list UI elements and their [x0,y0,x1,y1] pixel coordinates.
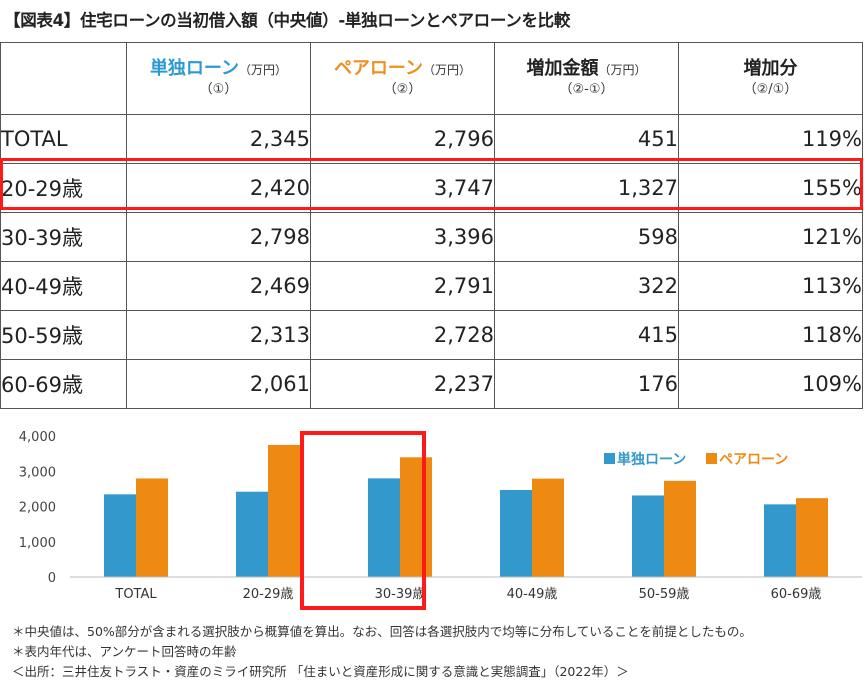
header-pair-loan: ペアローン（万円） （②） [310,42,495,115]
row-label: 60-69歳 [0,359,127,409]
bar-pair-loan [136,478,168,577]
x-tick-label: 30-39歳 [375,587,426,602]
cell-diff: 176 [494,359,679,409]
footnote: ＊表内年代は、アンケート回答時の年齢 [12,644,237,659]
bar-single-loan [236,491,268,577]
header-increase-amount: 増加金額（万円） （②-①） [494,42,679,115]
bar-single-loan [368,478,400,577]
cell-ratio: 118% [678,310,863,360]
footnote: ＜出所：三井住友トラスト・資産のミライ研究所 「住まいと資産形成に関する意識と実… [12,664,629,679]
y-tick-label: 4,000 [19,430,56,445]
cell-diff: 322 [494,261,679,311]
y-tick-label: 3,000 [19,465,56,480]
x-tick-label: 40-49歳 [507,587,558,602]
bar-single-loan [764,504,796,577]
header-corner [0,42,127,115]
cell-diff: 415 [494,310,679,360]
header-main: ペアローン [333,57,424,79]
header-unit: （万円） [239,62,288,77]
cell-ratio: 155% [678,163,863,213]
cell-single: 2,345 [126,114,311,164]
table-row: 30-39歳 2,798 3,396 598 121% [0,212,863,262]
bar-pair-loan [532,478,564,577]
cell-diff: 1,327 [494,163,679,213]
cell-pair: 2,728 [310,310,495,360]
cell-pair: 2,791 [310,261,495,311]
cell-single: 2,061 [126,359,311,409]
cell-single: 2,420 [126,163,311,213]
legend-label: 単独ローン [617,451,686,468]
table-row: 40-49歳 2,469 2,791 322 113% [0,261,863,311]
cell-diff: 451 [494,114,679,164]
cell-pair: 3,747 [310,163,495,213]
header-main: 増加金額 [526,57,599,79]
header-sub: （②-①） [559,82,614,98]
row-label: TOTAL [0,114,127,164]
x-tick-label: 20-29歳 [243,587,294,602]
cell-single: 2,469 [126,261,311,311]
chart-highlight [300,431,426,610]
cell-diff: 598 [494,212,679,262]
x-tick-label: 60-69歳 [771,587,822,602]
x-axis: TOTAL 20-29歳 30-39歳 40-49歳 50-59歳 60-69歳 [70,576,862,602]
cell-ratio: 119% [678,114,863,164]
legend: 単独ローン ペアローン [604,451,788,468]
bar-single-loan [632,495,664,577]
cell-pair: 2,796 [310,114,495,164]
bar-pair-loan [400,457,432,577]
legend-swatch [604,453,615,464]
cell-ratio: 113% [678,261,863,311]
header-increase-ratio: 増加分 （②/①） [678,42,863,115]
bar-pair-loan [268,444,300,577]
cell-ratio: 109% [678,359,863,409]
table-header-row: 単独ローン（万円） （①） ペアローン（万円） （②） 増加金額（万円） （②-… [0,42,863,115]
header-sub: （①） [199,82,238,98]
bar-single-loan [500,489,532,577]
row-label: 40-49歳 [0,261,127,311]
legend-label: ペアローン [719,452,788,468]
header-single-loan: 単独ローン（万円） （①） [126,42,311,115]
y-axis: 0 1,000 2,000 3,000 4,000 [19,430,56,586]
header-unit: （万円） [598,62,647,77]
bar-pair-loan [796,498,828,577]
row-label: 20-29歳 [0,163,127,213]
bar-pair-loan [664,480,696,577]
bar-chart: 0 1,000 2,000 3,000 4,000 TOTAL 20-29歳 30-39歳 4… [19,430,862,610]
x-tick-label: TOTAL [114,587,157,602]
table-row: 20-29歳 2,420 3,747 1,327 155% [0,163,863,213]
bar-single-loan [104,494,136,577]
cell-single: 2,313 [126,310,311,360]
cell-ratio: 121% [678,212,863,262]
table-row: 60-69歳 2,061 2,237 176 109% [0,359,863,409]
cell-pair: 3,396 [310,212,495,262]
header-unit: （万円） [423,62,472,77]
highlight-box [300,431,426,610]
chart-title: 【図表4】住宅ローンの当初借入額（中央値）-単独ローンとペアローンを比較 [4,11,571,30]
y-tick-label: 1,000 [19,536,56,551]
cell-single: 2,798 [126,212,311,262]
row-label: 30-39歳 [0,212,127,262]
y-tick-label: 2,000 [19,501,56,516]
bars-group [104,444,828,577]
x-tick-label: 50-59歳 [639,587,690,602]
header-main: 増加分 [743,57,798,79]
header-sub: （②） [383,82,422,98]
table-row: TOTAL 2,345 2,796 451 119% [0,114,863,164]
y-tick-label: 0 [48,571,56,586]
header-sub: （②/①） [743,82,798,98]
footnotes: ＊中央値は、50%部分が含まれる選択肢から概算値を算出。なお、回答は各選択肢内で… [12,622,752,682]
row-label: 50-59歳 [0,310,127,360]
footnote: ＊中央値は、50%部分が含まれる選択肢から概算値を算出。なお、回答は各選択肢内で… [12,624,752,639]
table-row: 50-59歳 2,313 2,728 415 118% [0,310,863,360]
header-main: 単独ローン [149,57,240,79]
comparison-table: 単独ローン（万円） （①） ペアローン（万円） （②） 増加金額（万円） （②-… [0,42,863,409]
cell-pair: 2,237 [310,359,495,409]
legend-swatch [706,453,717,464]
